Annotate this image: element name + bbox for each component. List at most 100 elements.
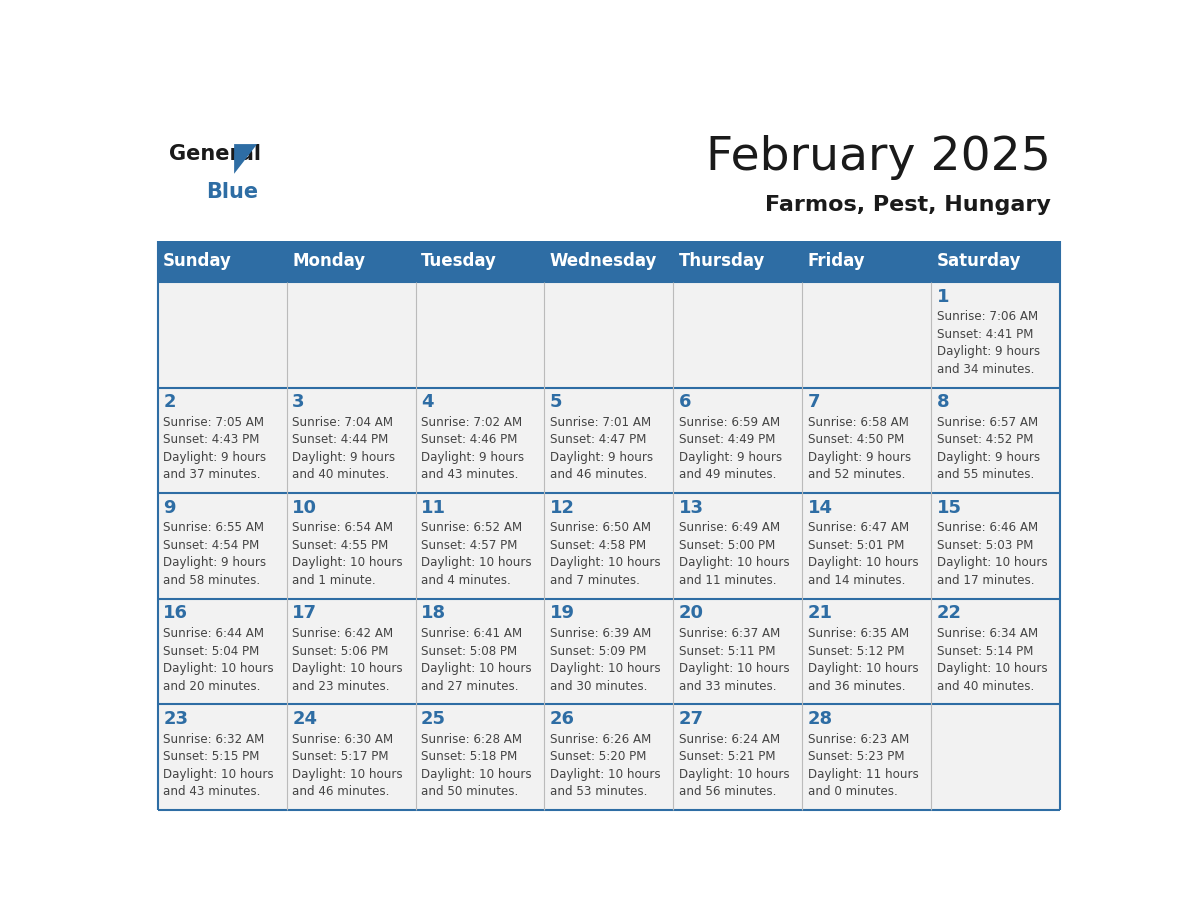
Text: 12: 12 [550, 498, 575, 517]
Text: 4: 4 [421, 393, 434, 411]
Text: 28: 28 [808, 710, 833, 728]
Text: 17: 17 [292, 604, 317, 622]
Text: Sunrise: 6:42 AM
Sunset: 5:06 PM
Daylight: 10 hours
and 23 minutes.: Sunrise: 6:42 AM Sunset: 5:06 PM Dayligh… [292, 627, 403, 692]
Bar [158, 493, 286, 599]
Text: 5: 5 [550, 393, 562, 411]
Text: Sunrise: 6:44 AM
Sunset: 5:04 PM
Daylight: 10 hours
and 20 minutes.: Sunrise: 6:44 AM Sunset: 5:04 PM Dayligh… [163, 627, 274, 692]
Text: Sunrise: 6:23 AM
Sunset: 5:23 PM
Daylight: 11 hours
and 0 minutes.: Sunrise: 6:23 AM Sunset: 5:23 PM Dayligh… [808, 733, 918, 798]
Bar [931, 704, 1060, 810]
Bar [674, 387, 802, 493]
Bar [286, 387, 416, 493]
Text: Sunrise: 6:32 AM
Sunset: 5:15 PM
Daylight: 10 hours
and 43 minutes.: Sunrise: 6:32 AM Sunset: 5:15 PM Dayligh… [163, 733, 274, 798]
Bar [158, 241, 1060, 282]
Text: 9: 9 [163, 498, 176, 517]
Text: Sunrise: 6:26 AM
Sunset: 5:20 PM
Daylight: 10 hours
and 53 minutes.: Sunrise: 6:26 AM Sunset: 5:20 PM Dayligh… [550, 733, 661, 798]
Bar [802, 387, 931, 493]
Bar [158, 387, 286, 493]
Text: Sunrise: 7:01 AM
Sunset: 4:47 PM
Daylight: 9 hours
and 46 minutes.: Sunrise: 7:01 AM Sunset: 4:47 PM Dayligh… [550, 416, 653, 481]
Text: Sunrise: 6:58 AM
Sunset: 4:50 PM
Daylight: 9 hours
and 52 minutes.: Sunrise: 6:58 AM Sunset: 4:50 PM Dayligh… [808, 416, 911, 481]
Text: Sunrise: 7:02 AM
Sunset: 4:46 PM
Daylight: 9 hours
and 43 minutes.: Sunrise: 7:02 AM Sunset: 4:46 PM Dayligh… [421, 416, 524, 481]
Bar [931, 282, 1060, 387]
Text: Thursday: Thursday [678, 252, 765, 271]
Bar [802, 282, 931, 387]
Text: 21: 21 [808, 604, 833, 622]
Text: Sunrise: 6:30 AM
Sunset: 5:17 PM
Daylight: 10 hours
and 46 minutes.: Sunrise: 6:30 AM Sunset: 5:17 PM Dayligh… [292, 733, 403, 798]
Text: Sunrise: 6:54 AM
Sunset: 4:55 PM
Daylight: 10 hours
and 1 minute.: Sunrise: 6:54 AM Sunset: 4:55 PM Dayligh… [292, 521, 403, 587]
Bar [931, 493, 1060, 599]
Text: Sunrise: 6:39 AM
Sunset: 5:09 PM
Daylight: 10 hours
and 30 minutes.: Sunrise: 6:39 AM Sunset: 5:09 PM Dayligh… [550, 627, 661, 692]
Text: 27: 27 [678, 710, 703, 728]
Text: Sunrise: 6:55 AM
Sunset: 4:54 PM
Daylight: 9 hours
and 58 minutes.: Sunrise: 6:55 AM Sunset: 4:54 PM Dayligh… [163, 521, 266, 587]
Bar [544, 599, 674, 704]
Bar [931, 599, 1060, 704]
Text: 1: 1 [936, 287, 949, 306]
Bar [674, 282, 802, 387]
Text: 18: 18 [421, 604, 447, 622]
Text: Sunrise: 7:04 AM
Sunset: 4:44 PM
Daylight: 9 hours
and 40 minutes.: Sunrise: 7:04 AM Sunset: 4:44 PM Dayligh… [292, 416, 396, 481]
Bar [674, 704, 802, 810]
Text: 14: 14 [808, 498, 833, 517]
Bar [158, 282, 286, 387]
Text: Sunrise: 6:41 AM
Sunset: 5:08 PM
Daylight: 10 hours
and 27 minutes.: Sunrise: 6:41 AM Sunset: 5:08 PM Dayligh… [421, 627, 532, 692]
Text: 26: 26 [550, 710, 575, 728]
Text: 24: 24 [292, 710, 317, 728]
Bar [544, 704, 674, 810]
Text: 3: 3 [292, 393, 304, 411]
Text: Sunrise: 6:57 AM
Sunset: 4:52 PM
Daylight: 9 hours
and 55 minutes.: Sunrise: 6:57 AM Sunset: 4:52 PM Dayligh… [936, 416, 1040, 481]
Text: Sunrise: 6:59 AM
Sunset: 4:49 PM
Daylight: 9 hours
and 49 minutes.: Sunrise: 6:59 AM Sunset: 4:49 PM Dayligh… [678, 416, 782, 481]
Text: 10: 10 [292, 498, 317, 517]
Bar [544, 282, 674, 387]
Text: Farmos, Pest, Hungary: Farmos, Pest, Hungary [765, 195, 1051, 215]
Text: Sunrise: 6:49 AM
Sunset: 5:00 PM
Daylight: 10 hours
and 11 minutes.: Sunrise: 6:49 AM Sunset: 5:00 PM Dayligh… [678, 521, 790, 587]
Text: 8: 8 [936, 393, 949, 411]
Polygon shape [234, 144, 257, 174]
Bar [544, 493, 674, 599]
Text: Sunrise: 6:28 AM
Sunset: 5:18 PM
Daylight: 10 hours
and 50 minutes.: Sunrise: 6:28 AM Sunset: 5:18 PM Dayligh… [421, 733, 532, 798]
Text: 22: 22 [936, 604, 961, 622]
Text: 20: 20 [678, 604, 703, 622]
Text: Sunrise: 6:46 AM
Sunset: 5:03 PM
Daylight: 10 hours
and 17 minutes.: Sunrise: 6:46 AM Sunset: 5:03 PM Dayligh… [936, 521, 1048, 587]
Bar [416, 493, 544, 599]
Bar [158, 599, 286, 704]
Text: Saturday: Saturday [936, 252, 1022, 271]
Text: 7: 7 [808, 393, 820, 411]
Text: Wednesday: Wednesday [550, 252, 657, 271]
Text: 23: 23 [163, 710, 188, 728]
Bar [931, 387, 1060, 493]
Text: 25: 25 [421, 710, 446, 728]
Text: 11: 11 [421, 498, 446, 517]
Bar [802, 493, 931, 599]
Text: General: General [169, 144, 260, 164]
Text: Sunrise: 6:35 AM
Sunset: 5:12 PM
Daylight: 10 hours
and 36 minutes.: Sunrise: 6:35 AM Sunset: 5:12 PM Dayligh… [808, 627, 918, 692]
Text: Sunrise: 7:06 AM
Sunset: 4:41 PM
Daylight: 9 hours
and 34 minutes.: Sunrise: 7:06 AM Sunset: 4:41 PM Dayligh… [936, 310, 1040, 375]
Bar [416, 704, 544, 810]
Text: 2: 2 [163, 393, 176, 411]
Text: 6: 6 [678, 393, 691, 411]
Text: 13: 13 [678, 498, 703, 517]
Text: Monday: Monday [292, 252, 365, 271]
Bar [286, 282, 416, 387]
Bar [286, 493, 416, 599]
Bar [802, 704, 931, 810]
Bar [802, 599, 931, 704]
Text: 19: 19 [550, 604, 575, 622]
Bar [544, 387, 674, 493]
Text: 15: 15 [936, 498, 961, 517]
Bar [286, 599, 416, 704]
Bar [158, 704, 286, 810]
Text: Friday: Friday [808, 252, 865, 271]
Text: Sunday: Sunday [163, 252, 232, 271]
Text: Sunrise: 6:50 AM
Sunset: 4:58 PM
Daylight: 10 hours
and 7 minutes.: Sunrise: 6:50 AM Sunset: 4:58 PM Dayligh… [550, 521, 661, 587]
Text: Sunrise: 7:05 AM
Sunset: 4:43 PM
Daylight: 9 hours
and 37 minutes.: Sunrise: 7:05 AM Sunset: 4:43 PM Dayligh… [163, 416, 266, 481]
Text: Sunrise: 6:34 AM
Sunset: 5:14 PM
Daylight: 10 hours
and 40 minutes.: Sunrise: 6:34 AM Sunset: 5:14 PM Dayligh… [936, 627, 1048, 692]
Text: Sunrise: 6:37 AM
Sunset: 5:11 PM
Daylight: 10 hours
and 33 minutes.: Sunrise: 6:37 AM Sunset: 5:11 PM Dayligh… [678, 627, 790, 692]
Bar [416, 387, 544, 493]
Bar [674, 599, 802, 704]
Bar [674, 493, 802, 599]
Text: Sunrise: 6:52 AM
Sunset: 4:57 PM
Daylight: 10 hours
and 4 minutes.: Sunrise: 6:52 AM Sunset: 4:57 PM Dayligh… [421, 521, 532, 587]
Text: Blue: Blue [207, 183, 259, 202]
Text: 16: 16 [163, 604, 188, 622]
Text: Tuesday: Tuesday [421, 252, 497, 271]
Bar [416, 599, 544, 704]
Text: February 2025: February 2025 [706, 135, 1051, 180]
